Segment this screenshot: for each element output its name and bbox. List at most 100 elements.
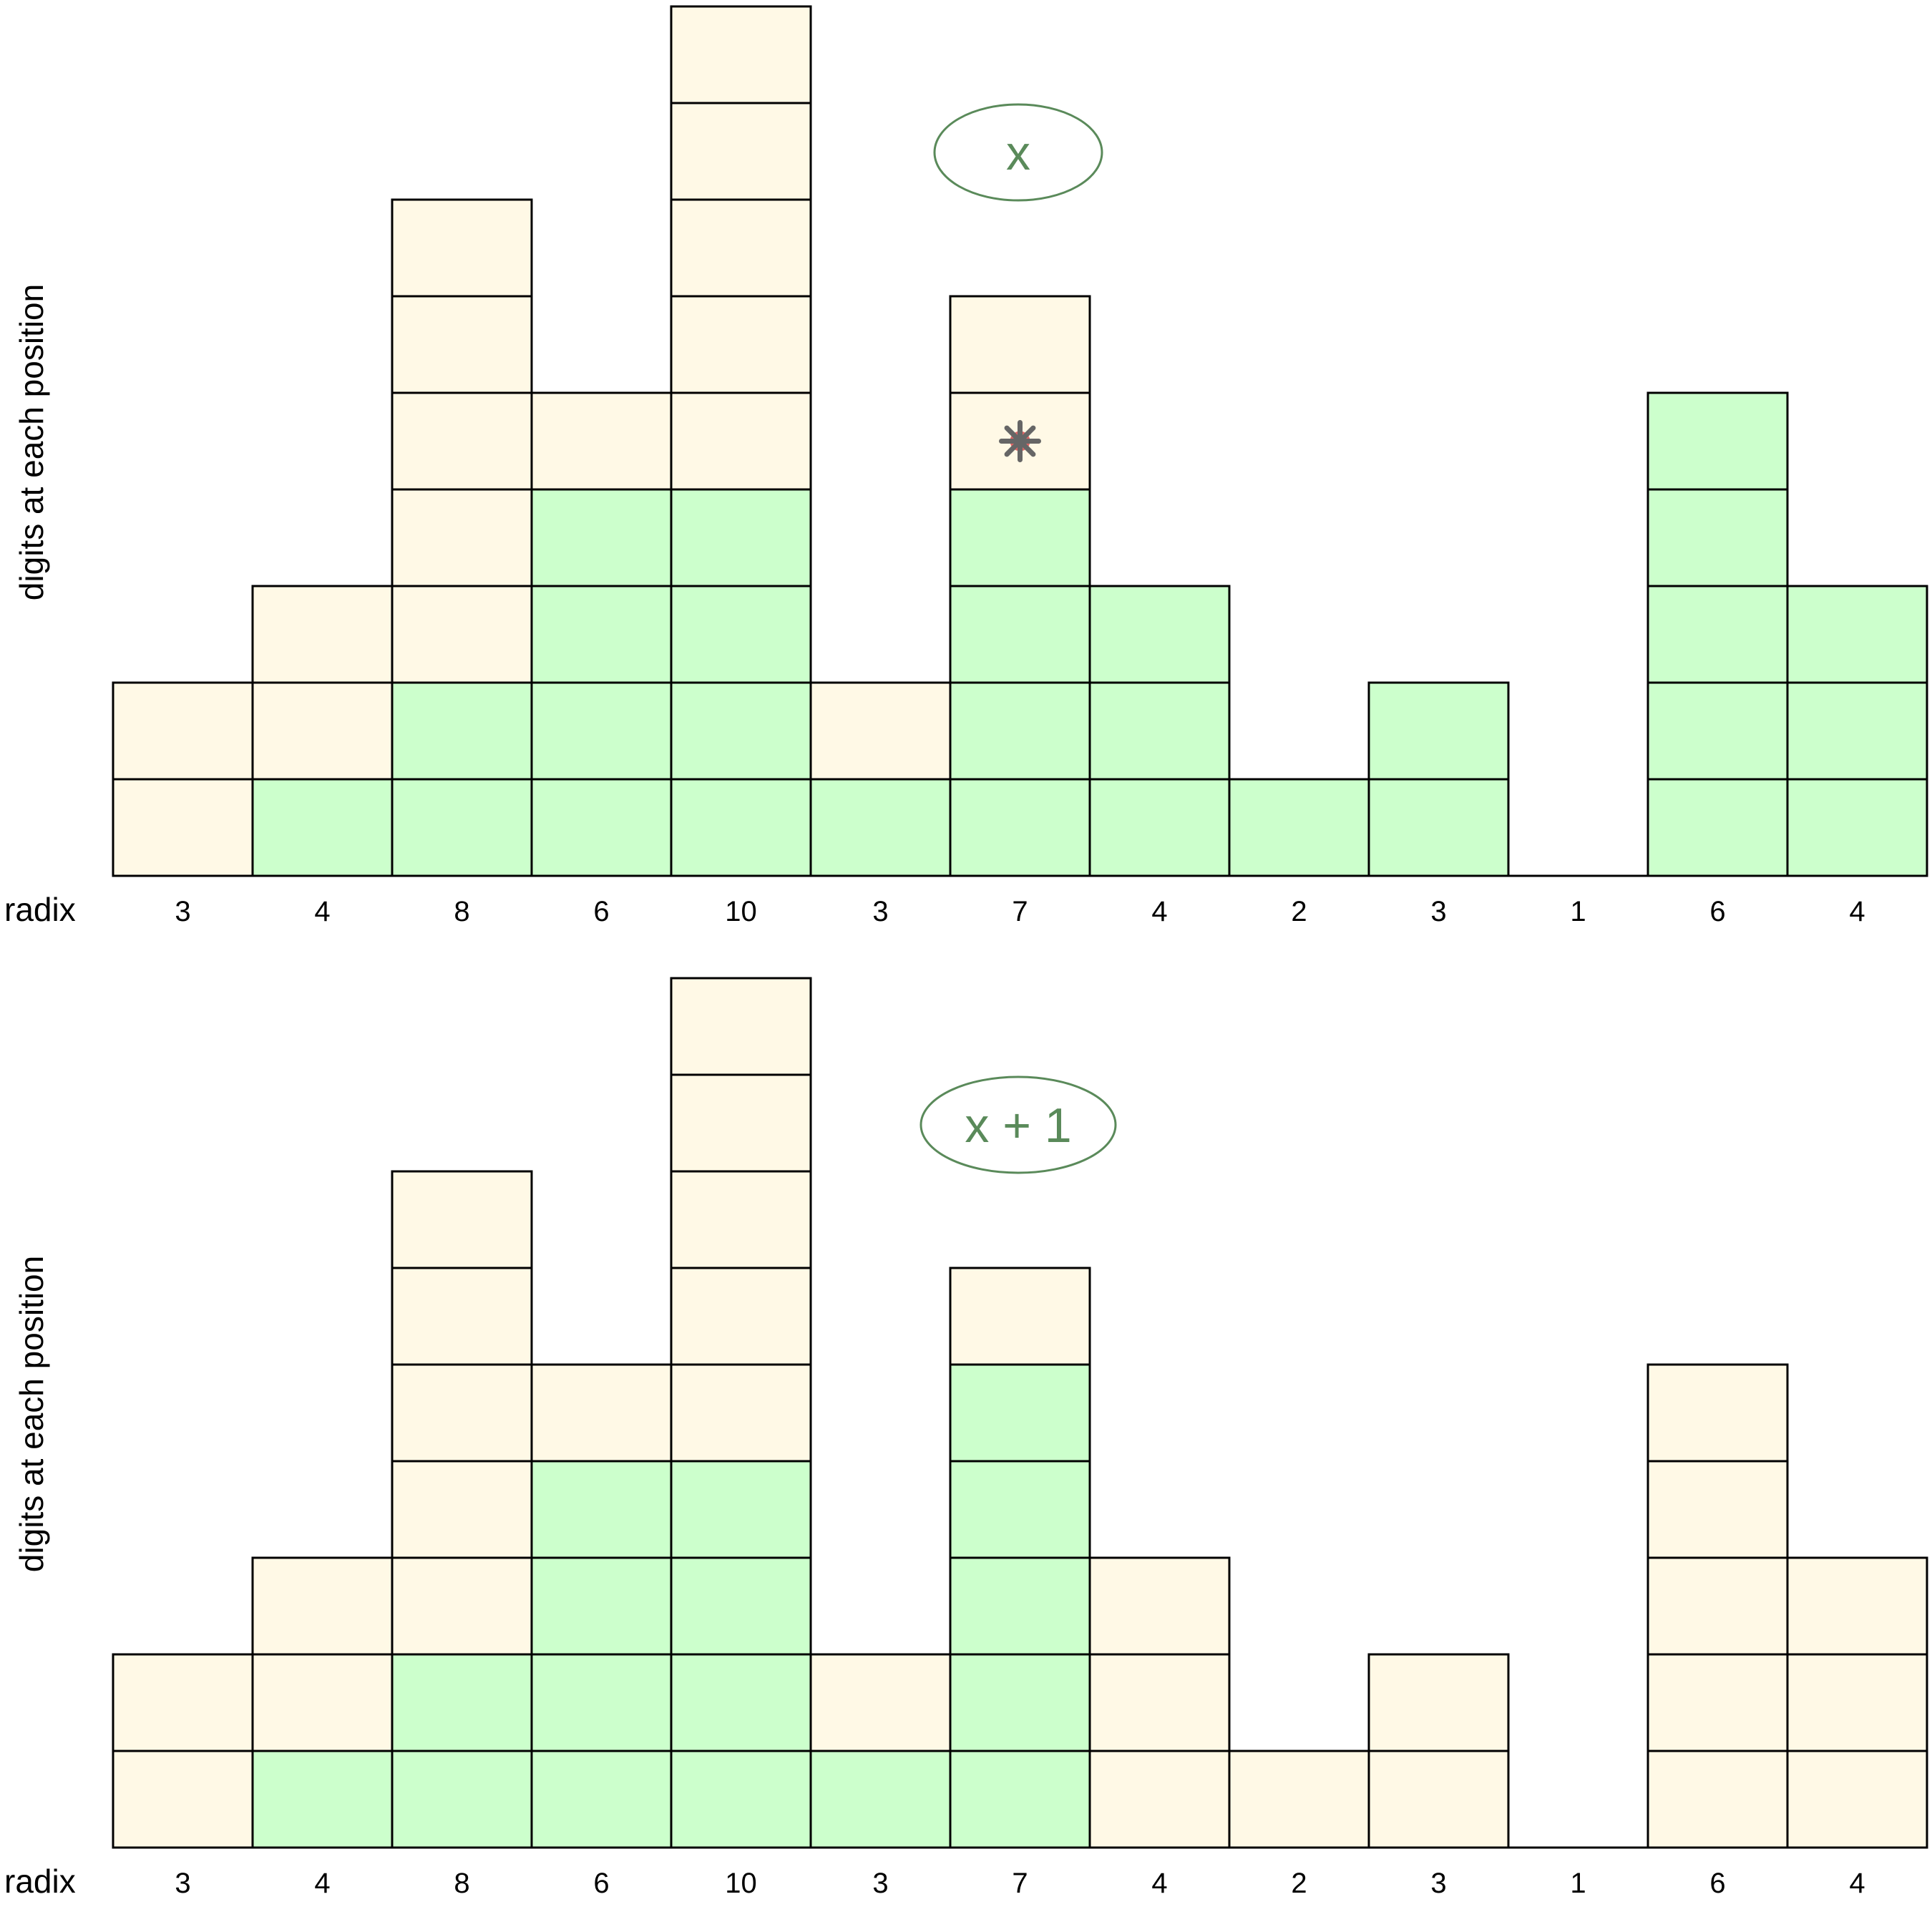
radix-tick-labels-x-plus-1: 3 4 8 6 10 3 7 4 2 3 1 6 4 [175,1868,1865,1899]
empty-cell [670,198,812,298]
asterisk-marker-icon [999,420,1041,462]
empty-cell [670,102,812,201]
empty-cell [1088,1750,1231,1849]
empty-cell [1088,1556,1231,1656]
digit-cell [1088,585,1231,684]
empty-cell [1786,1653,1928,1752]
empty-cell [1646,1363,1789,1463]
value-label-ellipse [919,1075,1117,1174]
empty-cell [809,1653,952,1752]
empty-cell [670,5,812,104]
empty-cell [670,1170,812,1269]
y-axis-label: digits at each position [13,284,50,600]
empty-cell [670,1073,812,1173]
cell-grid-x-plus-1 [112,977,1928,1849]
digit-cell [391,681,533,781]
digit-cell [251,1750,394,1849]
radix-row-label: radix [4,891,76,928]
radix-tick-label: 1 [1570,1868,1586,1899]
digit-cell [391,1653,533,1752]
empty-cell [391,585,533,684]
digit-cell [1367,681,1510,781]
empty-cell [1786,1750,1928,1849]
digit-cell [670,1750,812,1849]
radix-tick-label: 7 [1012,1868,1028,1899]
empty-cell [391,1556,533,1656]
digit-cell [1786,585,1928,684]
empty-cell [670,1363,812,1463]
radix-tick-label: 6 [1709,1868,1725,1899]
radix-tick-label: 6 [1709,896,1725,927]
digit-cell [949,681,1091,781]
digit-cell [1088,778,1231,877]
digit-cell [530,1653,673,1752]
empty-cell [670,295,812,394]
digit-cell [809,1750,952,1849]
panel-x-plus-1: digits at each position radix 3 4 8 6 10 3 7 4 2… [4,977,1928,1900]
empty-cell [112,1653,254,1752]
digit-cell [1786,778,1928,877]
empty-cell [112,681,254,781]
empty-cell [670,1267,812,1366]
radix-tick-label: 10 [725,1868,757,1899]
radix-tick-label: 4 [314,896,330,927]
digit-cell [670,585,812,684]
digit-cell [251,778,394,877]
empty-cell [1367,1750,1510,1849]
empty-cell [251,585,394,684]
empty-cell [391,1170,533,1269]
digit-cell [1088,681,1231,781]
radix-tick-label: 7 [1012,896,1028,927]
radix-tick-label: 3 [872,1868,888,1899]
radix-tick-label: 3 [872,896,888,927]
empty-cell [670,977,812,1076]
digit-cell [530,1750,673,1849]
digit-cell [949,1460,1091,1559]
digit-cell [1646,488,1789,587]
radix-tick-label: 2 [1291,896,1307,927]
radix-tick-label: 3 [1430,896,1446,927]
digit-cell [670,488,812,587]
radix-tick-label: 4 [314,1868,330,1899]
empty-cell [1646,1556,1789,1656]
value-label-text: x [1006,126,1030,180]
digit-cell [809,778,952,877]
radix-tick-label: 2 [1291,1868,1307,1899]
digit-cell [670,681,812,781]
value-label-text: x + 1 [965,1098,1071,1153]
radix-row-label: radix [4,1863,76,1900]
radix-tick-label: 8 [454,1868,469,1899]
empty-cell [949,295,1091,394]
empty-cell [391,198,533,298]
digit-cell [1228,778,1370,877]
digit-cell [1646,778,1789,877]
empty-cell [1228,1750,1370,1849]
radix-tick-label: 6 [593,1868,609,1899]
empty-cell [251,1653,394,1752]
radix-tick-label: 4 [1151,896,1167,927]
empty-cell [809,681,952,781]
radix-tick-label: 4 [1849,896,1865,927]
empty-cell [391,295,533,394]
digit-cell [391,778,533,877]
digit-cell [1646,391,1789,491]
digit-cell [949,585,1091,684]
asterisk-stroke [1004,425,1036,457]
empty-cell [112,1750,254,1849]
radix-tick-label: 4 [1151,1868,1167,1899]
digit-cell [1786,681,1928,781]
empty-cell [112,778,254,877]
radix-tick-label: 4 [1849,1868,1865,1899]
digit-cell [1646,681,1789,781]
empty-cell [1367,1653,1510,1752]
digit-cell [670,1653,812,1752]
empty-cell [1646,1653,1789,1752]
radix-tick-label: 8 [454,896,469,927]
cell-grid-x [112,5,1928,877]
value-label-x-plus-1: x + 1 [919,1075,1117,1174]
digit-cell [949,1653,1091,1752]
digit-cell [949,1363,1091,1463]
empty-cell [1088,1653,1231,1752]
digit-cell [530,778,673,877]
